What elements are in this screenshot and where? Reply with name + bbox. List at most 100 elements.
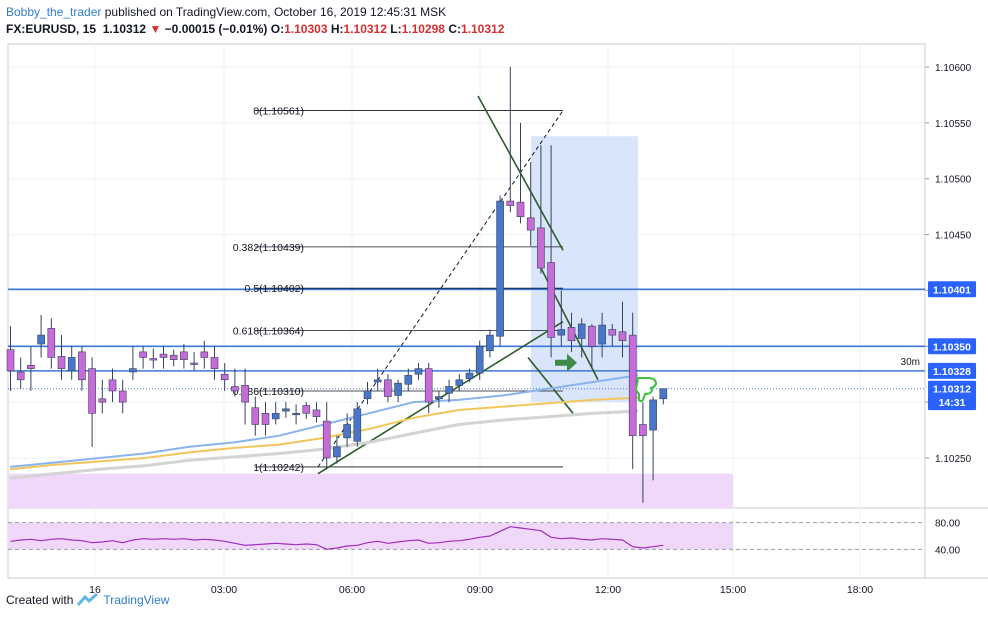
candle-up: [292, 413, 300, 416]
candle-down: [241, 385, 249, 403]
price-tag-label: 1.10328: [933, 366, 971, 378]
candle-up: [282, 408, 290, 412]
candle-up: [557, 329, 566, 336]
tradingview-brand[interactable]: TradingView: [103, 593, 170, 607]
candle-up: [129, 368, 137, 373]
fib-level-label: 0.5(1.10402): [244, 283, 304, 295]
wedge-line-lower: [527, 356, 574, 414]
x-tick-label: 16: [89, 584, 101, 596]
candle-up: [37, 334, 45, 345]
fib-level-label: 0.382(1.10439): [233, 242, 304, 254]
candle-down: [27, 364, 35, 369]
candle-down: [118, 390, 127, 403]
candle-down: [588, 325, 596, 347]
candle-up: [598, 324, 606, 345]
candle-down: [516, 201, 525, 217]
created-with-text: Created with: [6, 593, 74, 607]
publish-info: Bobby_the_trader published on TradingVie…: [6, 5, 446, 19]
candle-down: [261, 413, 270, 425]
candle-up: [363, 390, 372, 400]
candle-up: [373, 379, 382, 383]
candle-down: [322, 420, 331, 459]
price-tag-label: 14:31: [939, 397, 966, 409]
x-tick-label: 12:00: [595, 584, 621, 596]
candle-up: [486, 334, 494, 352]
price-tag: [928, 362, 976, 379]
candle-down: [506, 200, 515, 206]
fib-level-label: 0.786(1.10310): [233, 386, 304, 398]
author-link[interactable]: Bobby_the_trader: [6, 5, 102, 19]
candle-down: [312, 409, 321, 417]
y-tick-label: 1.10450: [935, 231, 972, 242]
open-label: O:: [270, 22, 285, 36]
x-tick-label: 06:00: [339, 584, 365, 596]
candle-down: [251, 407, 260, 425]
candle-up: [353, 408, 362, 442]
candle-down: [639, 424, 647, 436]
candle-down: [139, 351, 147, 358]
last-price: 1.10312: [102, 22, 147, 36]
arrow-right-icon: [555, 353, 577, 372]
low-label: L:: [390, 22, 402, 36]
candle-up: [465, 372, 474, 379]
candle-up: [496, 200, 504, 337]
y-tick-label: 1.10550: [935, 119, 972, 130]
x-tick-label: 18:00: [847, 584, 873, 596]
rsi-band: [8, 522, 733, 550]
candle-up: [67, 357, 76, 372]
symbol-label: FX:EURUSD, 15: [6, 22, 97, 36]
candle-down: [231, 386, 239, 392]
price-tag: [928, 338, 976, 355]
y-tick-label: 1.10250: [935, 454, 972, 465]
candle-down: [628, 334, 637, 436]
y-tick-label: 1.10500: [935, 175, 972, 186]
candle-up: [271, 413, 280, 420]
candle-up: [435, 396, 443, 400]
low-value: 1.10298: [401, 22, 445, 36]
candle-down: [618, 331, 627, 341]
candle-down: [547, 262, 555, 338]
fib-level-label: 1(1.10242): [253, 462, 304, 474]
down-arrow-icon: ▼: [149, 22, 162, 36]
high-value: 1.10312: [343, 22, 387, 36]
candle-up: [445, 386, 453, 394]
candle-up: [394, 382, 402, 396]
ohlc-legend: FX:EURUSD, 15 1.10312 ▼ −0.00015 (−0.01%…: [6, 22, 504, 36]
close-value: 1.10312: [460, 22, 505, 36]
rsi-line: [10, 526, 664, 550]
price-tag-label: 1.10401: [933, 284, 971, 296]
y-tick-label: 1.10600: [935, 63, 972, 74]
candle-down: [88, 368, 96, 414]
candle-up: [455, 379, 464, 386]
fib-trend-line: [317, 110, 564, 468]
candle-down: [108, 379, 117, 392]
candle-down: [220, 373, 229, 381]
candle-up: [649, 399, 657, 431]
candle-down: [424, 368, 433, 403]
candle-down: [384, 379, 392, 397]
rsi-tick-label: 80.00: [935, 519, 960, 530]
demand-zone: [8, 473, 733, 508]
timeframe-label: 30m: [901, 357, 920, 368]
candle-down: [6, 349, 15, 372]
candle-down: [190, 362, 198, 365]
high-label: H:: [330, 22, 344, 36]
candle-down: [210, 357, 219, 369]
tradingview-logo-icon: [77, 593, 99, 606]
candle-down: [537, 227, 545, 269]
candle-down: [16, 371, 25, 381]
candle-down: [200, 351, 209, 358]
x-tick-label: 09:00: [467, 584, 493, 596]
candle-up: [343, 424, 351, 439]
candle-down: [47, 328, 56, 358]
thumbs-down-icon: [634, 377, 658, 402]
close-label: C:: [448, 22, 461, 36]
candle-up: [333, 446, 341, 458]
x-tick-label: 15:00: [720, 584, 746, 596]
fib-level-label: 0(1.10561): [253, 106, 304, 118]
published-text: published on TradingView.com, October 16…: [104, 5, 447, 19]
candle-down: [567, 326, 576, 341]
candle-up: [475, 345, 484, 374]
candle-up: [577, 323, 586, 339]
